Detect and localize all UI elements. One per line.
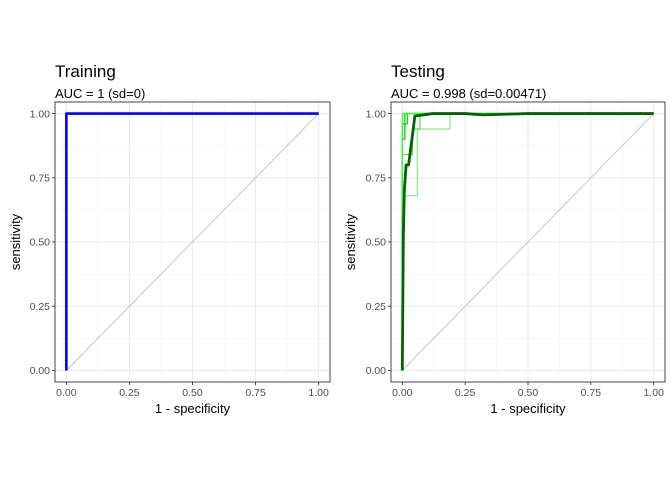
- x-tick-label: 0.25: [119, 387, 140, 399]
- y-tick-label: 1.00: [366, 108, 387, 120]
- x-tick-label: 0.50: [518, 387, 539, 399]
- y-tick-label: 0.00: [366, 365, 387, 377]
- x-tick-label: 0.00: [392, 387, 413, 399]
- y-tick-label: 0.50: [366, 237, 387, 249]
- x-tick-label: 0.25: [455, 387, 476, 399]
- x-tick-label: 0.75: [245, 387, 266, 399]
- panel-title: Training: [55, 62, 116, 81]
- y-tick-label: 0.50: [30, 237, 51, 249]
- y-tick-label: 0.25: [366, 301, 387, 313]
- panel-2: 0.00 0.25 0.50 0.75 1.00 0.00 0.25 0.50 0.75 1.00…: [343, 62, 666, 416]
- y-axis-title: sensitivity: [8, 213, 23, 270]
- roc-curve-1: [65, 112, 319, 371]
- x-tick-label: 0.00: [56, 387, 77, 399]
- x-tick-label: 1.00: [308, 387, 329, 399]
- x-tick-label: 1.00: [643, 387, 664, 399]
- panel-subtitle: AUC = 1 (sd=0): [55, 86, 145, 101]
- roc-curve-6: [400, 112, 654, 371]
- x-axis-title: 1 - specificity: [155, 401, 231, 416]
- y-tick-label: 1.00: [30, 108, 51, 120]
- panel-subtitle: AUC = 0.998 (sd=0.00471): [391, 86, 546, 101]
- x-axis-title: 1 - specificity: [490, 401, 566, 416]
- diagonal-reference-line: [401, 113, 655, 371]
- x-tick-label: 0.50: [182, 387, 203, 399]
- panel-title: Testing: [391, 62, 445, 81]
- diagonal-reference-line: [65, 113, 320, 371]
- y-tick-label: 0.75: [30, 172, 51, 184]
- y-tick-label: 0.75: [366, 172, 387, 184]
- y-tick-label: 0.25: [30, 301, 51, 313]
- x-tick-label: 0.75: [581, 387, 602, 399]
- y-tick-label: 0.00: [30, 365, 51, 377]
- y-axis-title: sensitivity: [343, 213, 358, 270]
- panel-1: 0.00 0.25 0.50 0.75 1.00 0.00 0.25 0.50 0.75 1.00…: [8, 62, 331, 416]
